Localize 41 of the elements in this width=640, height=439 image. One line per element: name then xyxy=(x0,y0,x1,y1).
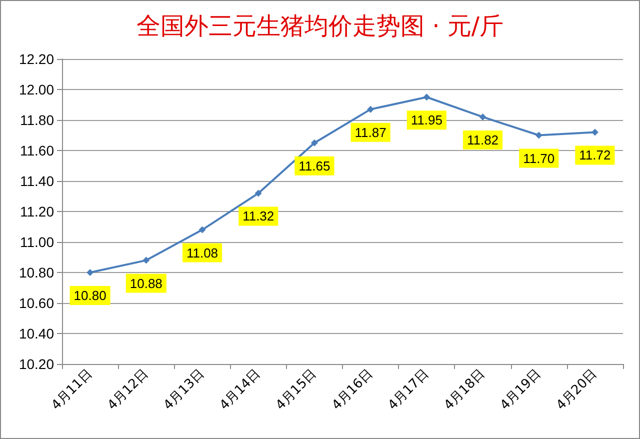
y-tick-label: 12.20 xyxy=(18,51,54,67)
y-tick-label: 11.40 xyxy=(20,173,54,189)
point xyxy=(86,269,94,276)
point xyxy=(367,106,374,113)
y-tick-label: 10.40 xyxy=(18,326,54,342)
y-tick-label: 11.80 xyxy=(20,112,54,128)
x-tick-label: 4月17日 xyxy=(385,366,432,414)
data-label: 11.08 xyxy=(186,245,218,260)
y-tick-label: 11.20 xyxy=(20,204,54,220)
point xyxy=(310,139,318,146)
y-tick-label: 11.00 xyxy=(20,234,54,250)
x-tick-label: 4月14日 xyxy=(217,366,264,414)
y-tick-label: 10.60 xyxy=(18,295,54,311)
chart-title: 全国外三元生猪均价走势图 · 元/斤 xyxy=(136,12,504,40)
x-tick-label: 4月20日 xyxy=(554,366,600,414)
data-label: 11.32 xyxy=(242,208,274,224)
x-tick-label: 4月18日 xyxy=(442,366,488,414)
y-tick-label: 12.00 xyxy=(18,82,54,98)
x-tick-label: 4月13日 xyxy=(161,366,208,414)
data-label: 11.95 xyxy=(410,112,442,128)
data-label: 11.82 xyxy=(466,132,499,148)
x-tick-label: 4月16日 xyxy=(329,366,376,414)
x-tick-label: 4月19日 xyxy=(498,366,544,414)
y-tick-label: 10.20 xyxy=(18,356,54,372)
point xyxy=(591,128,598,136)
data-label: 10.80 xyxy=(74,288,106,303)
x-tick-label: 4月12日 xyxy=(104,366,152,414)
data-label: 10.88 xyxy=(130,276,162,291)
point xyxy=(479,113,486,120)
data-label: 11.87 xyxy=(354,124,386,140)
data-label: 11.65 xyxy=(298,158,330,174)
y-tick-label: 11.60 xyxy=(20,142,54,158)
data-label: 11.72 xyxy=(579,148,611,163)
point xyxy=(535,132,542,139)
y-tick-label: 10.80 xyxy=(18,264,54,280)
point xyxy=(198,226,206,234)
point xyxy=(142,256,150,264)
point xyxy=(254,190,262,197)
point xyxy=(423,94,430,101)
data-label: 11.70 xyxy=(523,150,555,166)
x-tick-label: 4月15日 xyxy=(273,366,320,414)
